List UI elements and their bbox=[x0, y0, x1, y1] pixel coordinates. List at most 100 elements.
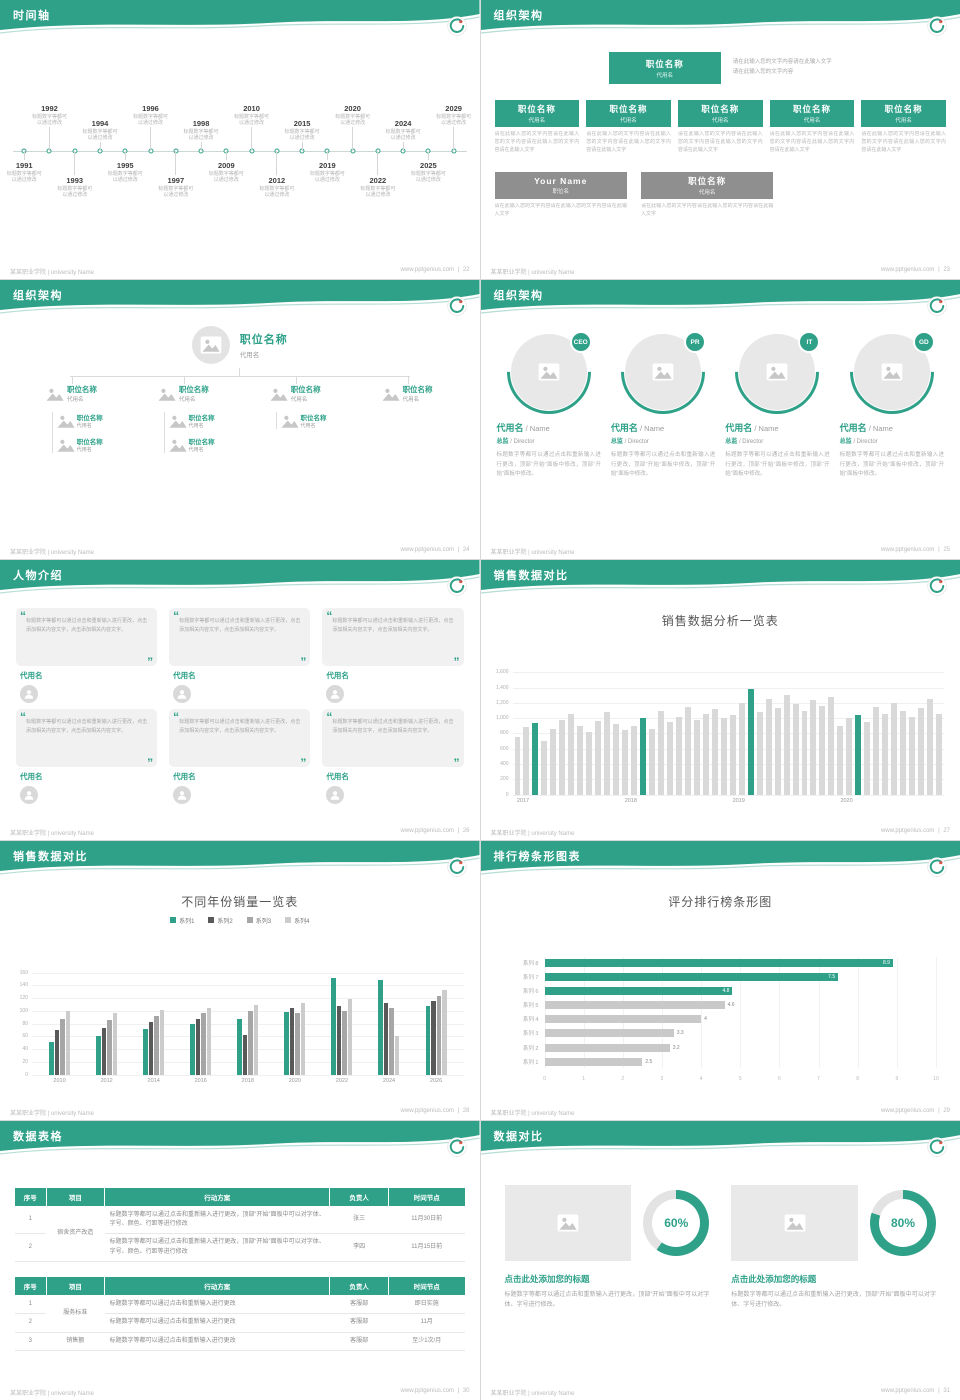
bar bbox=[347, 999, 353, 1075]
donut-center: 60% bbox=[652, 1198, 701, 1247]
bar bbox=[60, 1018, 65, 1075]
cell-no: 3 bbox=[14, 1332, 47, 1351]
position-title: 职位名称 bbox=[792, 104, 831, 114]
footer-school: 某某职业学院 | university Name bbox=[490, 1391, 575, 1397]
chart-canvas: 评分排行榜条形图 0 1 2 3 4 5 6 7 8 9 10 系列 8 8.9 系列 7 7.5 系列 6 4… bbox=[481, 877, 960, 1106]
bar bbox=[143, 1028, 148, 1075]
legend-item: 系列2 bbox=[208, 916, 233, 925]
chart-gridline bbox=[661, 956, 663, 1068]
bar bbox=[891, 702, 898, 795]
x-axis-label: 0 bbox=[543, 1075, 546, 1082]
slide-tables-30[interactable]: 数据表格 序号 项目 行动方案 负责人 时间节点 1 bbox=[0, 1120, 480, 1400]
bar bbox=[586, 731, 593, 795]
legend-label: 系列1 bbox=[179, 918, 195, 925]
bar bbox=[711, 709, 718, 795]
bar bbox=[394, 1036, 400, 1075]
person-icon bbox=[176, 789, 188, 801]
quote-box: 标题数字等都可以通过点击和重新输入进行更改，点击添加相关内容文字，点击添加相关内… bbox=[322, 608, 464, 667]
timeline-connector bbox=[200, 141, 202, 151]
y-axis-label: 0 bbox=[25, 1071, 28, 1078]
bar-group: 2020 bbox=[271, 973, 318, 1084]
bar-groups: 2010 2012 2014 2016 2018 2020 2022 2024 2026 bbox=[32, 973, 464, 1084]
slide-org-structure-23[interactable]: 组织架构 职位名称 代用名 请在此输入您的文字内容请在此输入文字 请在此输入您的… bbox=[480, 0, 960, 280]
member-name: 代用名 / Name bbox=[610, 423, 665, 434]
footer-page-number: 25 bbox=[943, 547, 950, 554]
chart-gridline bbox=[512, 794, 944, 796]
y-axis-label: 200 bbox=[500, 776, 509, 783]
timeline-connector bbox=[352, 126, 354, 151]
position-title: 职位名称 bbox=[300, 415, 327, 423]
position-subtitle: 代用名 bbox=[290, 397, 308, 404]
column-header: 序号 bbox=[14, 1275, 47, 1296]
bar bbox=[864, 722, 871, 795]
bar bbox=[201, 1013, 206, 1075]
bar bbox=[107, 1019, 112, 1075]
slide-org-chart-24[interactable]: 组织架构 职位名称 代用名 职位名称 代用名 bbox=[0, 280, 480, 560]
bar bbox=[559, 719, 566, 795]
slide-timeline-22[interactable]: 时间轴 1991 标题数字等都可以通过修改 1992 标题数字等都可以通过修改 1993… bbox=[0, 0, 480, 280]
slide-sales-chart-27[interactable]: 销售数据对比 销售数据分析一览表 0 200 400 600 800 1,000 1,200… bbox=[480, 560, 960, 840]
member-card: IT 代用名 / Name 总监 / Director 标题数字等都可以通过点击… bbox=[718, 312, 837, 479]
chart-gridline bbox=[32, 1062, 464, 1064]
value-label: 8.9 bbox=[882, 959, 890, 966]
position-title: Your Name bbox=[534, 176, 588, 186]
bar-row: 系列 7 7.5 bbox=[523, 972, 937, 981]
footer-meta: www.pptgenius.com | 23 bbox=[879, 267, 950, 276]
timeline-year: 2024 bbox=[394, 118, 412, 128]
slide-compare-31[interactable]: 数据对比 60% 点击此处添加您的标题 标题数字等都可以通过点击和重新输入进行更… bbox=[480, 1120, 960, 1400]
quote-box: 标题数字等都可以通过点击和重新输入进行更改，点击添加相关内容文字，点击添加相关内… bbox=[16, 608, 158, 667]
org-child-node: 职位名称 代用名 bbox=[167, 436, 240, 454]
x-axis-label: 3 bbox=[660, 1075, 664, 1082]
timeline-year: 1994 bbox=[91, 118, 109, 128]
y-axis-label: 1,400 bbox=[495, 684, 509, 691]
image-placeholder-icon bbox=[167, 412, 189, 430]
x-axis-label: 2016 bbox=[194, 1077, 207, 1084]
cell-plan: 标题数字等都可以通过点击和重新输入进行更改 bbox=[104, 1313, 330, 1333]
column-header: 时间节点 bbox=[387, 1275, 466, 1296]
cell-time: 即日实施 bbox=[388, 1295, 465, 1315]
cell-plan: 标题数字等都可以通过点击和重新输入进行更改 bbox=[104, 1295, 330, 1315]
x-axis-label: 2018 bbox=[241, 1077, 254, 1084]
position-title: 职位名称 bbox=[701, 104, 740, 114]
slide-ranking-29[interactable]: 排行榜条形图表 评分排行榜条形图 0 1 2 3 4 5 6 7 8 9 10 系列 8 8.9 系列 7… bbox=[480, 840, 960, 1120]
slide-title: 组织架构 bbox=[493, 290, 544, 303]
bar bbox=[756, 712, 763, 795]
bar bbox=[514, 736, 521, 795]
chart-gridline bbox=[701, 956, 703, 1068]
bar bbox=[604, 712, 611, 795]
timeline-caption: 标题数字等都可以通过修改 bbox=[158, 185, 194, 199]
chart-gridline bbox=[32, 1036, 464, 1038]
bar bbox=[595, 721, 602, 795]
bar bbox=[568, 714, 575, 795]
panel-heading: 点击此处添加您的标题 bbox=[504, 1273, 590, 1284]
slide-people-26[interactable]: 人物介绍 标题数字等都可以通过点击和重新输入进行更改，点击添加相关内容文字，点击… bbox=[0, 560, 480, 840]
image-placeholder-icon bbox=[766, 363, 788, 381]
footer-page-number: 27 bbox=[943, 827, 950, 834]
column-header: 行动方案 bbox=[104, 1186, 331, 1207]
avatar bbox=[173, 786, 192, 805]
bar bbox=[289, 1008, 295, 1075]
cell-owner: 客服部 bbox=[329, 1332, 389, 1351]
timeline-event: 2015 标题数字等都可以通过修改 bbox=[280, 118, 324, 151]
slide-sales-chart-28[interactable]: 销售数据对比 不同年份销量一览表 系列1 系列2 系列3 系列4 0 20 40 60 80 1… bbox=[0, 840, 480, 1120]
timeline-year: 2020 bbox=[344, 103, 361, 113]
position-subtitle: 代用名 bbox=[188, 423, 204, 430]
member-description: 标题数字等都可以通过点击和重新输入进行更改，顶部“开始”面板中修改，顶部“开始”… bbox=[610, 452, 716, 477]
slide-footer: 某某职业学院 | university Name www.pptgenius.c… bbox=[491, 828, 951, 837]
timeline-event: 2025 标题数字等都可以通过修改 bbox=[406, 150, 450, 184]
chart-gridline bbox=[32, 1049, 464, 1051]
bar bbox=[658, 710, 664, 795]
bar-group: 2016 bbox=[177, 973, 224, 1084]
slide-footer: 某某职业学院 | university Name www.pptgenius.c… bbox=[491, 267, 951, 276]
header-banner bbox=[0, 1120, 480, 1155]
org-level-2: 职位名称 代用名 职位名称 代用名 职位名称 代用名 bbox=[0, 377, 480, 454]
slide-title: 组织架构 bbox=[493, 10, 544, 22]
slide-org-circles-25[interactable]: 组织架构 CEO 代用名 / Name 总监 / Director 标题数字等都… bbox=[480, 280, 960, 560]
position-title: 职位名称 bbox=[76, 439, 103, 447]
y-axis-label: 100 bbox=[19, 1007, 28, 1014]
chart-gridline bbox=[818, 956, 820, 1068]
timeline-connector bbox=[99, 141, 101, 151]
bar bbox=[783, 695, 790, 795]
cell-project: 服务标准 bbox=[46, 1295, 105, 1333]
